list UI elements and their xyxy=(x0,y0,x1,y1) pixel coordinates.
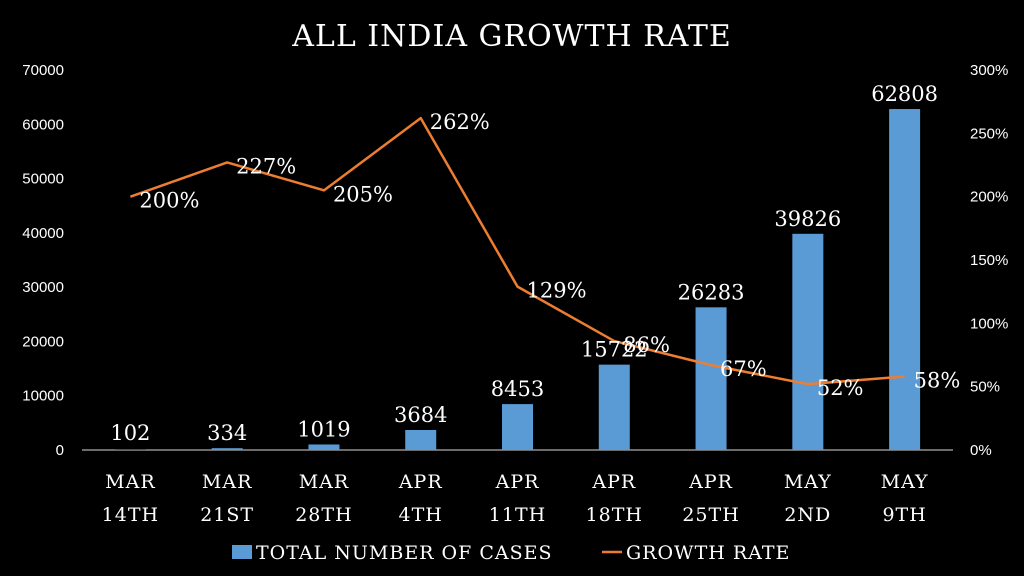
category-axis: MAR 14TH MAR 21ST MAR 28TH APR 4TH APR 11TH APR 18T… xyxy=(102,471,929,526)
right-tick-label: 150% xyxy=(970,252,1008,269)
right-tick-label: 300% xyxy=(970,62,1008,79)
legend-label-cases: TOTAL NUMBER OF CASES xyxy=(256,542,553,564)
bar xyxy=(598,364,630,450)
line-data-label: 262% xyxy=(430,110,490,134)
category-label: MAR 14TH xyxy=(102,471,159,526)
bar xyxy=(405,430,437,450)
category-label: MAY 9TH xyxy=(881,471,929,526)
bar-data-label: 1019 xyxy=(297,417,350,441)
line-data-labels: 200% 227% 205% 262% 129% 86% 67% 52% 58% xyxy=(139,110,960,400)
bar xyxy=(308,444,340,450)
bar-data-label: 26283 xyxy=(678,280,745,304)
left-tick-label: 10000 xyxy=(22,388,64,405)
bar xyxy=(502,404,533,450)
bar-data-label: 15722 xyxy=(581,338,648,362)
right-axis: 0% 50% 100% 150% 200% 250% 300% xyxy=(970,62,1008,459)
left-tick-label: 0 xyxy=(56,442,64,459)
left-tick-label: 70000 xyxy=(22,62,64,79)
right-tick-label: 100% xyxy=(970,315,1008,332)
bar-data-label: 8453 xyxy=(491,377,544,401)
legend-swatch-cases xyxy=(232,545,252,559)
legend-label-growth: GROWTH RATE xyxy=(626,542,790,564)
chart-title: ALL INDIA GROWTH RATE xyxy=(291,19,731,54)
line-data-label: 58% xyxy=(914,369,961,393)
right-tick-label: 50% xyxy=(970,379,1000,396)
line-data-label: 52% xyxy=(817,376,864,400)
left-tick-label: 30000 xyxy=(22,279,64,296)
bar xyxy=(695,307,727,450)
growth-line xyxy=(129,116,905,386)
left-tick-label: 60000 xyxy=(22,116,64,133)
line-data-label: 86% xyxy=(623,333,670,357)
line-data-label: 67% xyxy=(720,357,767,381)
bar xyxy=(889,109,921,450)
bar-data-label: 39826 xyxy=(774,207,841,231)
category-label: MAY 2ND xyxy=(784,471,832,526)
category-label: APR 25TH xyxy=(682,471,739,526)
bar-data-label: 334 xyxy=(207,421,247,445)
category-label: MAR 28TH xyxy=(295,471,352,526)
bar-data-label: 3684 xyxy=(394,403,447,427)
bar-series xyxy=(114,109,921,450)
bar-data-labels: 102 334 1019 3684 8453 15722 26283 39826 62808 xyxy=(110,82,938,445)
right-tick-label: 250% xyxy=(970,125,1008,142)
right-tick-label: 0% xyxy=(970,442,992,459)
left-tick-label: 20000 xyxy=(22,333,64,350)
bar xyxy=(114,449,146,450)
bar-data-label: 102 xyxy=(110,421,150,445)
line-series xyxy=(129,116,905,386)
left-tick-label: 40000 xyxy=(22,225,64,242)
bar-data-label: 62808 xyxy=(871,82,938,106)
bar xyxy=(211,448,243,450)
legend: TOTAL NUMBER OF CASES GROWTH RATE xyxy=(232,542,790,564)
category-label: APR 4TH xyxy=(398,471,443,526)
bar xyxy=(792,233,824,450)
category-label: APR 18TH xyxy=(586,471,643,526)
line-data-label: 129% xyxy=(527,279,587,303)
category-label: APR 11TH xyxy=(489,471,546,526)
line-data-label: 227% xyxy=(236,154,296,178)
line-data-label: 205% xyxy=(333,182,393,206)
left-axis: 0 10000 20000 30000 40000 50000 60000 70000 xyxy=(22,62,64,459)
left-tick-label: 50000 xyxy=(22,171,64,188)
category-label: MAR 21ST xyxy=(200,471,254,526)
right-tick-label: 200% xyxy=(970,189,1008,206)
line-data-label: 200% xyxy=(139,189,199,213)
